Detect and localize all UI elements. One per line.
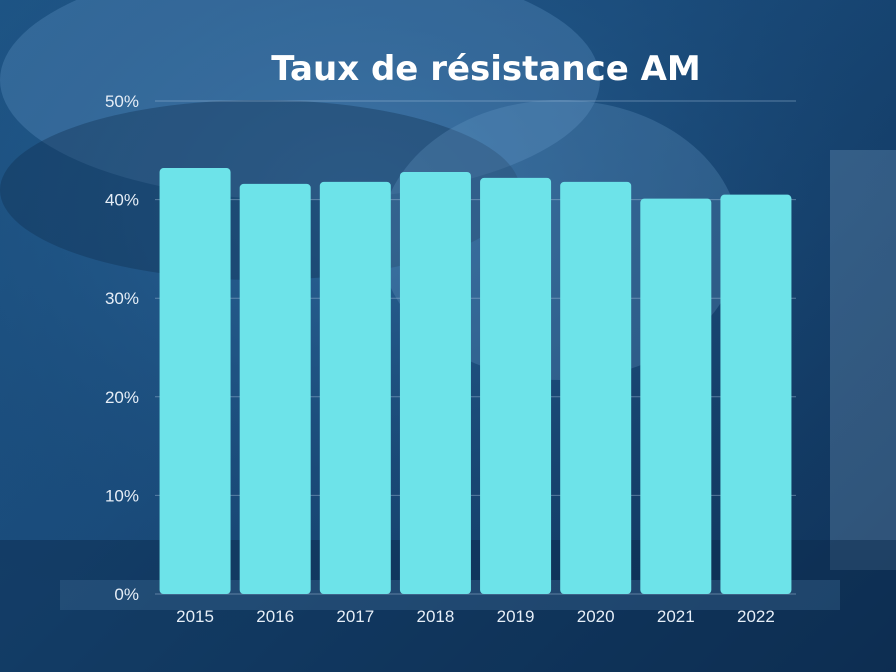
x-tick-label: 2016 [256,607,294,626]
y-tick-label: 30% [105,289,139,308]
y-tick-label: 40% [105,191,139,210]
x-axis: 2015 2016 2017 2018 2019 2020 2021 2022 [176,607,775,626]
bar-2019 [480,177,552,594]
bar-2015 [159,168,231,594]
y-axis: 0% 10% 20% 30% 40% 50% [105,92,139,604]
chart-title: Taux de résistance AM [271,49,701,89]
bars [159,168,792,595]
x-tick-label: 2015 [176,607,214,626]
y-tick-label: 50% [105,92,139,111]
bar-2018 [399,171,471,594]
x-tick-label: 2021 [657,607,695,626]
bar-2016 [239,183,311,594]
x-tick-label: 2019 [497,607,535,626]
bar-2021 [640,198,712,594]
y-tick-label: 20% [105,388,139,407]
y-tick-label: 10% [105,486,139,505]
bar-2017 [319,181,391,595]
bar-2022 [720,194,792,595]
x-tick-label: 2022 [737,607,775,626]
y-tick-label: 0% [114,585,139,604]
x-tick-label: 2020 [577,607,615,626]
x-tick-label: 2017 [336,607,374,626]
bar-2020 [560,181,632,595]
x-tick-label: 2018 [417,607,455,626]
